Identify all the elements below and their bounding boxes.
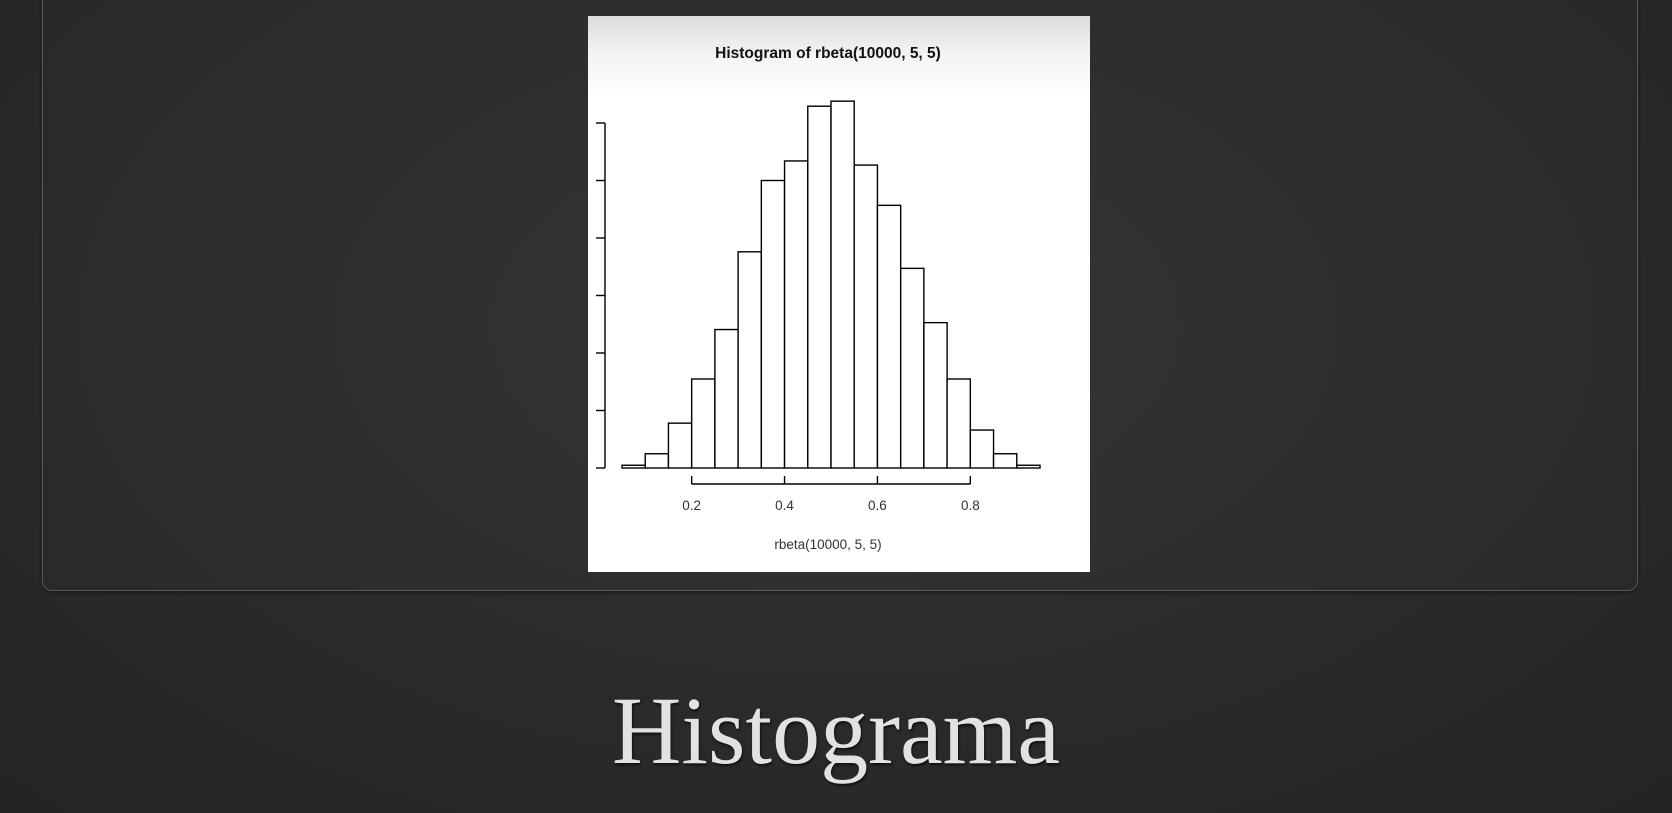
histogram-bar [853,164,879,469]
slide-content-panel [42,0,1638,591]
slide-title: Histograma [612,677,1060,784]
histogram-bar [760,179,786,469]
histogram-bar [946,378,972,469]
x-axis: 0.2 0.4 0.6 0.8 [682,476,980,513]
x-tick-label: 0.2 [682,498,701,513]
histogram-bar [714,328,739,469]
histogram-bar [737,251,763,469]
x-tick-label: 0.6 [868,498,887,513]
histogram-bar [969,429,995,469]
bars-layer [621,100,1041,469]
histogram-bar [992,453,1018,469]
histogram-bar [667,422,693,469]
histogram-bar [923,321,948,469]
histogram-bar [830,100,855,469]
histogram-bar [621,464,646,469]
histogram-bar [899,267,925,469]
x-tick-label: 0.4 [775,498,794,513]
histogram-bar [876,204,902,469]
histogram-figure: Histogram of rbeta(10000, 5, 5) 0.2 0.4 0.… [588,16,1090,572]
histogram-bar [644,453,670,469]
histogram-bar [1016,464,1041,469]
histogram-bar [690,378,716,469]
chart-title: Histogram of rbeta(10000, 5, 5) [715,45,941,62]
y-axis [596,122,606,469]
histogram-bar [807,105,832,469]
histogram-bar [783,160,809,469]
x-tick-label: 0.8 [961,498,980,513]
histogram-chart: Histogram of rbeta(10000, 5, 5) 0.2 0.4 0.… [596,45,1041,552]
x-axis-label: rbeta(10000, 5, 5) [774,537,881,552]
